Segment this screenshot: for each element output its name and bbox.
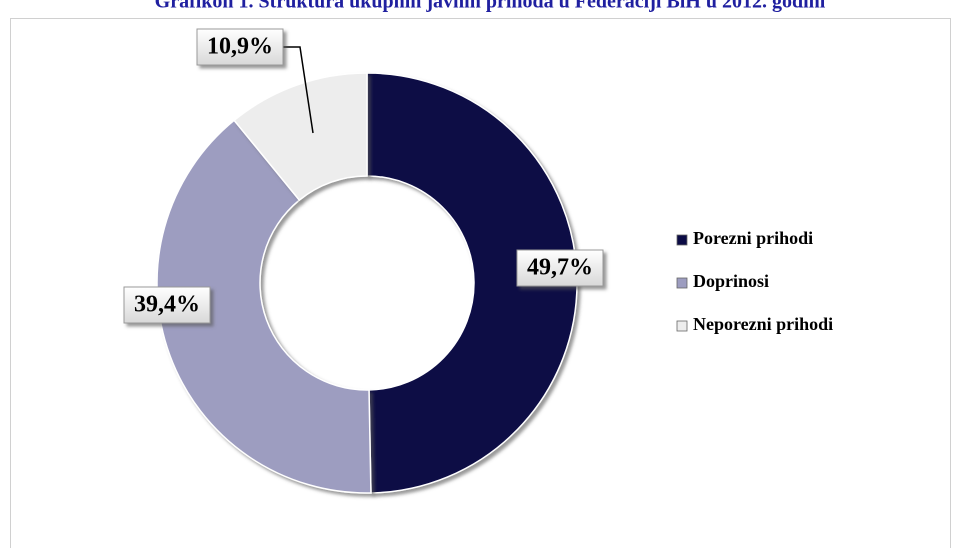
data-label: 39,4% — [134, 292, 200, 318]
legend-swatch — [676, 234, 688, 246]
chart-border — [10, 18, 951, 548]
legend-label: Porezni prihodi — [693, 228, 813, 248]
data-label-box — [516, 249, 604, 287]
data-label-box — [123, 286, 211, 324]
donut-segment — [233, 72, 368, 202]
donut-segment — [156, 119, 372, 494]
data-label-box — [196, 28, 284, 66]
data-label: 49,7% — [527, 255, 593, 281]
legend-label: Neporezni prihodi — [693, 314, 833, 334]
legend-swatch — [676, 277, 688, 289]
chart-title: Grafikon 1. Struktura ukupnih javnih pri… — [155, 0, 826, 13]
legend-label: Doprinosi — [693, 271, 769, 291]
donut-segment — [366, 72, 578, 494]
leader-line — [282, 46, 314, 134]
data-label: 10,9% — [207, 34, 273, 60]
legend-swatch — [676, 320, 688, 332]
